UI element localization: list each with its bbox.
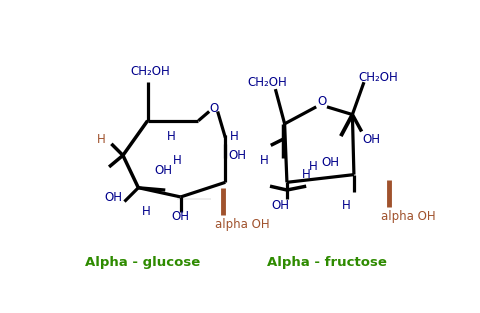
Text: alpha OH: alpha OH: [215, 218, 269, 231]
Text: H: H: [301, 168, 310, 181]
Text: OH: OH: [362, 133, 380, 146]
Text: OH: OH: [320, 156, 338, 169]
Text: OH: OH: [271, 199, 289, 212]
Text: alpha OH: alpha OH: [380, 210, 434, 223]
Text: H: H: [167, 130, 176, 143]
Text: OH: OH: [155, 163, 172, 177]
Text: CH₂OH: CH₂OH: [130, 65, 169, 78]
Text: O: O: [316, 95, 325, 108]
Text: H: H: [172, 154, 181, 167]
Text: H: H: [308, 161, 317, 173]
Text: H: H: [259, 154, 268, 167]
Text: H: H: [341, 199, 350, 212]
Text: Alpha - glucose: Alpha - glucose: [84, 256, 199, 269]
Text: OH: OH: [171, 210, 189, 223]
Text: H: H: [97, 133, 106, 146]
Text: Alpha - fructose: Alpha - fructose: [266, 256, 386, 269]
Text: CH₂OH: CH₂OH: [247, 76, 286, 89]
Text: O: O: [209, 102, 218, 115]
Text: H: H: [141, 205, 150, 218]
Text: OH: OH: [228, 149, 245, 162]
Text: OH: OH: [105, 191, 122, 204]
Text: H: H: [230, 130, 239, 143]
Text: CH₂OH: CH₂OH: [358, 71, 397, 84]
